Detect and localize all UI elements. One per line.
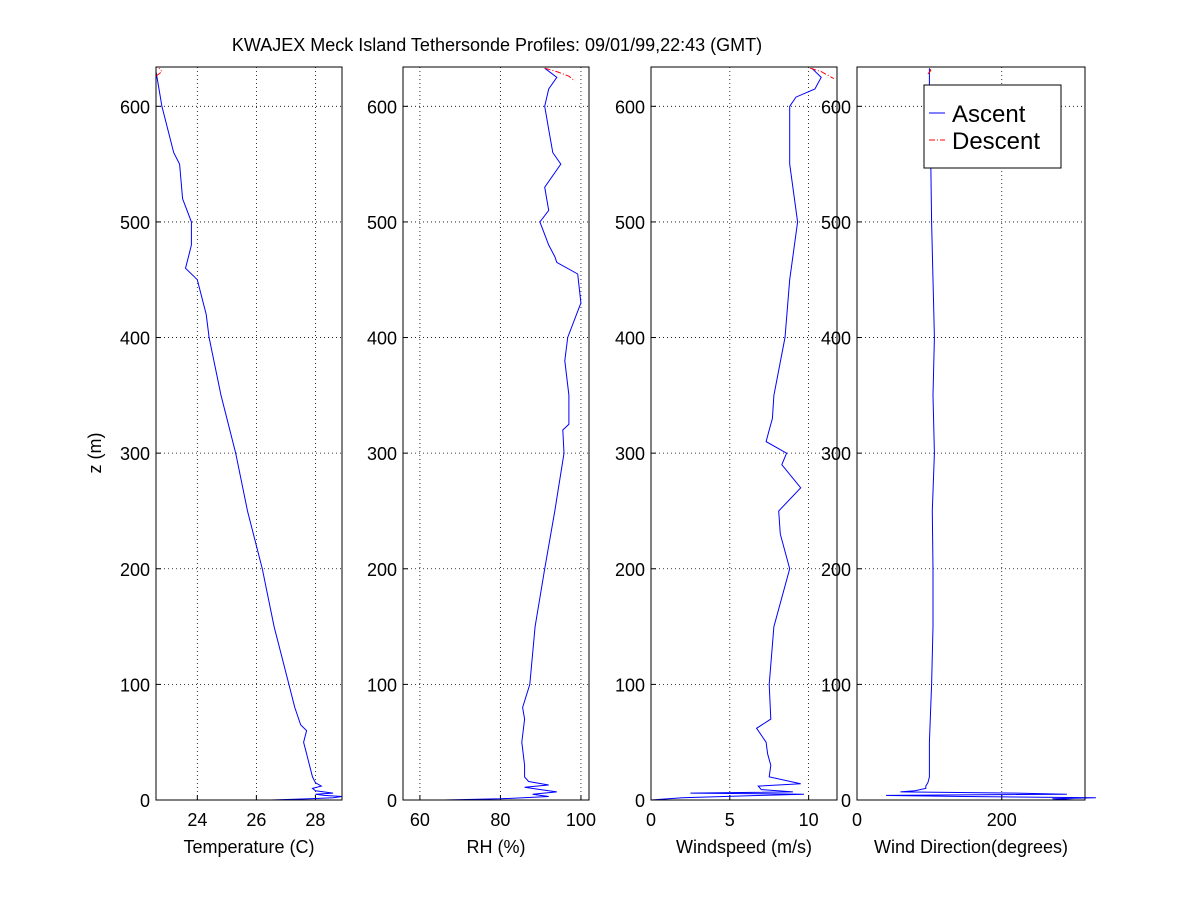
x-axis-label: Windspeed (m/s)	[676, 837, 812, 857]
y-tick-label: 600	[821, 97, 851, 117]
y-tick-label: 0	[635, 791, 645, 811]
y-tick-label: 300	[821, 444, 851, 464]
y-tick-label: 100	[615, 675, 645, 695]
y-tick-label: 200	[821, 560, 851, 580]
x-axis-label: Temperature (C)	[183, 837, 314, 857]
y-tick-label: 500	[367, 213, 397, 233]
y-tick-label: 300	[367, 444, 397, 464]
y-tick-label: 0	[140, 791, 150, 811]
x-tick-label: 26	[246, 810, 266, 830]
descent-line	[544, 67, 576, 82]
y-tick-label: 0	[387, 791, 397, 811]
chart-title: KWAJEX Meck Island Tethersonde Profiles:…	[232, 35, 762, 55]
y-tick-label: 500	[821, 213, 851, 233]
x-axis-label: RH (%)	[467, 837, 526, 857]
y-tick-label: 300	[120, 444, 150, 464]
y-tick-label: 200	[120, 560, 150, 580]
ascent-line	[155, 71, 343, 801]
descent-line	[810, 67, 835, 80]
y-tick-label: 600	[367, 97, 397, 117]
legend-ascent-label: Ascent	[952, 101, 1026, 128]
x-tick-label: 0	[646, 810, 656, 830]
y-tick-label: 100	[120, 675, 150, 695]
x-tick-label: 200	[987, 810, 1017, 830]
panel-1: 24 26 28 0 100 200 300 400 500 600 Temperature (C)	[120, 66, 343, 857]
ascent-line	[650, 67, 822, 801]
y-tick-label: 200	[615, 560, 645, 580]
x-tick-label: 10	[799, 810, 819, 830]
panel-2: 60 80 100 0 100 200 300 400 500 600 RH (%)	[367, 66, 596, 857]
y-tick-label: 300	[615, 444, 645, 464]
y-tick-label: 600	[120, 97, 150, 117]
y-tick-label: 400	[367, 329, 397, 349]
x-tick-label: 60	[410, 810, 430, 830]
panel-4: 0 200 0 100 200 300 400 500 600 Wind Direction(de…	[821, 66, 1096, 857]
x-axis-label: Wind Direction(degrees)	[874, 837, 1068, 857]
y-tick-label: 0	[841, 791, 851, 811]
plot-frame	[402, 66, 590, 801]
ascent-line	[885, 68, 1096, 801]
plot-frame	[856, 66, 1086, 801]
legend-box	[923, 84, 1062, 169]
y-tick-label: 100	[821, 675, 851, 695]
x-tick-label: 80	[490, 810, 510, 830]
y-tick-label: 500	[615, 213, 645, 233]
ascent-line	[403, 67, 582, 801]
x-tick-label: 5	[725, 810, 735, 830]
y-tick-label: 500	[120, 213, 150, 233]
y-tick-label: 400	[821, 329, 851, 349]
x-tick-label: 28	[305, 810, 325, 830]
descent-line	[927, 66, 932, 75]
x-tick-label: 24	[187, 810, 207, 830]
y-tick-label: 100	[367, 675, 397, 695]
descent-line	[155, 67, 163, 77]
plot-frame	[155, 66, 343, 801]
y-tick-label: 400	[120, 329, 150, 349]
y-tick-label: 600	[615, 97, 645, 117]
y-tick-label: 400	[615, 329, 645, 349]
legend-descent-label: Descent	[952, 128, 1040, 155]
x-tick-label: 100	[566, 810, 596, 830]
x-tick-label: 0	[852, 810, 862, 830]
legend: Ascent Descent	[923, 84, 1062, 169]
y-tick-label: 200	[367, 560, 397, 580]
y-axis-label: z (m)	[85, 433, 105, 474]
plot-frame	[650, 66, 838, 801]
